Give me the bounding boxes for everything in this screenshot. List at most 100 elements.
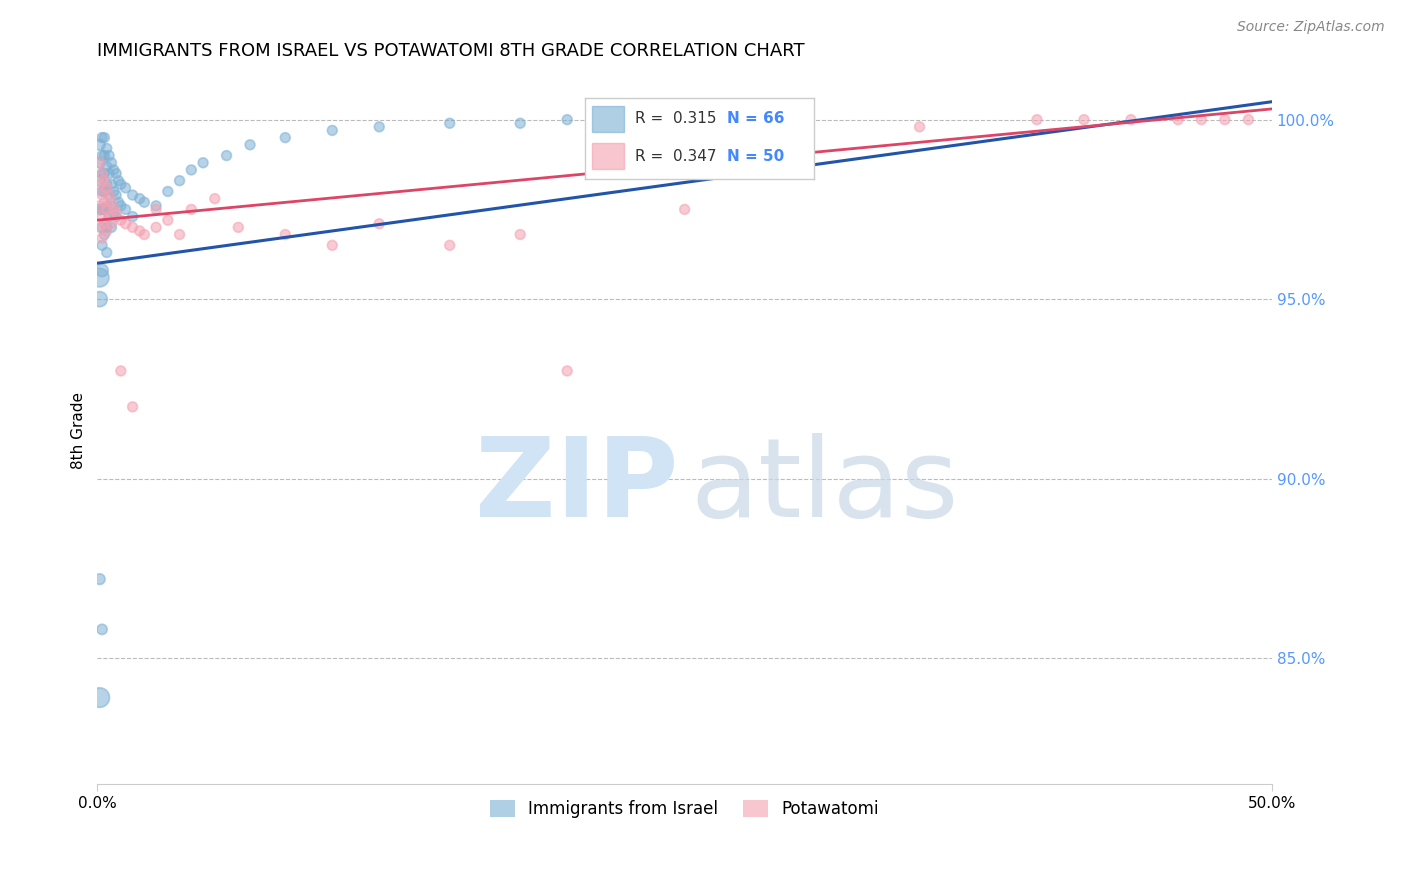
Point bbox=[169, 174, 191, 188]
Point bbox=[89, 292, 111, 306]
Point bbox=[93, 195, 115, 210]
Point bbox=[100, 155, 122, 169]
Point bbox=[98, 167, 121, 181]
Point bbox=[169, 227, 191, 242]
Point bbox=[439, 238, 461, 252]
Point bbox=[89, 155, 111, 169]
Point bbox=[89, 155, 111, 169]
Point bbox=[1237, 112, 1260, 127]
Point bbox=[555, 364, 578, 378]
Point bbox=[439, 116, 461, 130]
Point bbox=[89, 220, 111, 235]
Y-axis label: 8th Grade: 8th Grade bbox=[72, 392, 86, 468]
Point bbox=[93, 217, 115, 231]
Point bbox=[121, 220, 143, 235]
Point bbox=[93, 174, 115, 188]
Point bbox=[96, 224, 118, 238]
Point bbox=[89, 202, 111, 217]
Point bbox=[110, 178, 132, 192]
Point bbox=[93, 227, 115, 242]
Point bbox=[100, 199, 122, 213]
Legend: Immigrants from Israel, Potawatomi: Immigrants from Israel, Potawatomi bbox=[484, 793, 886, 825]
Point bbox=[89, 174, 111, 188]
Point bbox=[98, 210, 121, 224]
Point bbox=[121, 188, 143, 202]
Point bbox=[91, 231, 114, 245]
Point bbox=[908, 120, 931, 134]
Point bbox=[114, 202, 136, 217]
Point bbox=[555, 112, 578, 127]
Point bbox=[321, 123, 343, 137]
Point bbox=[107, 195, 129, 210]
Text: ZIP: ZIP bbox=[475, 434, 679, 541]
Point bbox=[93, 185, 115, 199]
Point bbox=[274, 227, 297, 242]
Point bbox=[96, 202, 118, 217]
Point bbox=[204, 192, 226, 206]
Point bbox=[121, 210, 143, 224]
Point bbox=[98, 188, 121, 202]
Point bbox=[96, 181, 118, 195]
Point bbox=[180, 162, 202, 177]
Point bbox=[91, 263, 114, 277]
Point bbox=[100, 217, 122, 231]
Point bbox=[89, 690, 111, 705]
Point bbox=[89, 572, 111, 586]
Point bbox=[93, 130, 115, 145]
Point bbox=[105, 210, 128, 224]
Point bbox=[368, 120, 391, 134]
Point bbox=[1167, 112, 1189, 127]
Point bbox=[107, 174, 129, 188]
Point bbox=[103, 202, 125, 217]
Point bbox=[96, 199, 118, 213]
Point bbox=[110, 364, 132, 378]
Text: atlas: atlas bbox=[690, 434, 959, 541]
Point bbox=[93, 167, 115, 181]
Point bbox=[103, 162, 125, 177]
Point bbox=[145, 199, 167, 213]
Point bbox=[96, 178, 118, 192]
Point bbox=[114, 217, 136, 231]
Point bbox=[128, 224, 150, 238]
Point bbox=[110, 213, 132, 227]
Point bbox=[91, 202, 114, 217]
Point bbox=[96, 141, 118, 155]
Point bbox=[509, 116, 531, 130]
Point bbox=[100, 195, 122, 210]
Point bbox=[91, 210, 114, 224]
Point bbox=[91, 623, 114, 637]
Point bbox=[128, 192, 150, 206]
Point bbox=[98, 148, 121, 162]
Point bbox=[226, 220, 249, 235]
Point bbox=[91, 238, 114, 252]
Point bbox=[91, 167, 114, 181]
Point bbox=[673, 202, 696, 217]
Point bbox=[105, 206, 128, 220]
Point bbox=[89, 178, 111, 192]
Point bbox=[1213, 112, 1236, 127]
Point bbox=[89, 137, 111, 152]
Point bbox=[105, 167, 128, 181]
Point bbox=[134, 195, 156, 210]
Point bbox=[1189, 112, 1212, 127]
Point bbox=[91, 185, 114, 199]
Point bbox=[790, 167, 813, 181]
Point bbox=[93, 202, 115, 217]
Point bbox=[91, 130, 114, 145]
Point bbox=[103, 185, 125, 199]
Point bbox=[114, 181, 136, 195]
Point bbox=[96, 220, 118, 235]
Text: Source: ZipAtlas.com: Source: ZipAtlas.com bbox=[1237, 20, 1385, 34]
Point bbox=[180, 202, 202, 217]
Point bbox=[156, 213, 179, 227]
Point bbox=[239, 137, 262, 152]
Point bbox=[156, 185, 179, 199]
Point bbox=[1119, 112, 1142, 127]
Point bbox=[93, 148, 115, 162]
Point bbox=[103, 206, 125, 220]
Point bbox=[145, 202, 167, 217]
Point bbox=[145, 220, 167, 235]
Point bbox=[191, 155, 214, 169]
Point bbox=[89, 199, 111, 213]
Point bbox=[96, 245, 118, 260]
